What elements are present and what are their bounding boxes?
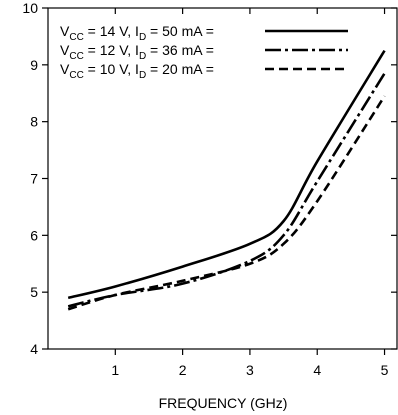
legend-label-1: VCC = 14 V, ID = 50 mA =	[60, 23, 214, 43]
legend-layer: VCC = 14 V, ID = 50 mA =VCC = 12 V, ID =…	[60, 23, 348, 81]
x-axis-title: FREQUENCY (GHz)	[159, 395, 288, 411]
x-tick-label: 4	[313, 362, 321, 378]
legend-label-2: VCC = 12 V, ID = 36 mA =	[60, 42, 214, 62]
axes-layer: 4 5 6 7 8 9 10 1 2 3 4 5	[22, 0, 398, 378]
y-tick-label: 6	[30, 227, 38, 243]
x-tick-label: 3	[246, 362, 254, 378]
y-tick-label: 7	[30, 171, 38, 187]
x-tick-label: 1	[111, 362, 119, 378]
y-tick-label: 10	[22, 0, 38, 16]
x-tick-label: 5	[381, 362, 389, 378]
x-tick-label: 2	[179, 362, 187, 378]
y-tick-label: 8	[30, 114, 38, 130]
series-line-3	[67, 95, 386, 311]
series-layer	[67, 49, 386, 311]
y-tick-label: 5	[30, 284, 38, 300]
legend-label-3: VCC = 10 V, ID = 20 mA =	[60, 61, 214, 81]
y-tick-label: 4	[30, 341, 38, 357]
series-line-1	[67, 49, 386, 300]
y-tick-label: 9	[30, 57, 38, 73]
